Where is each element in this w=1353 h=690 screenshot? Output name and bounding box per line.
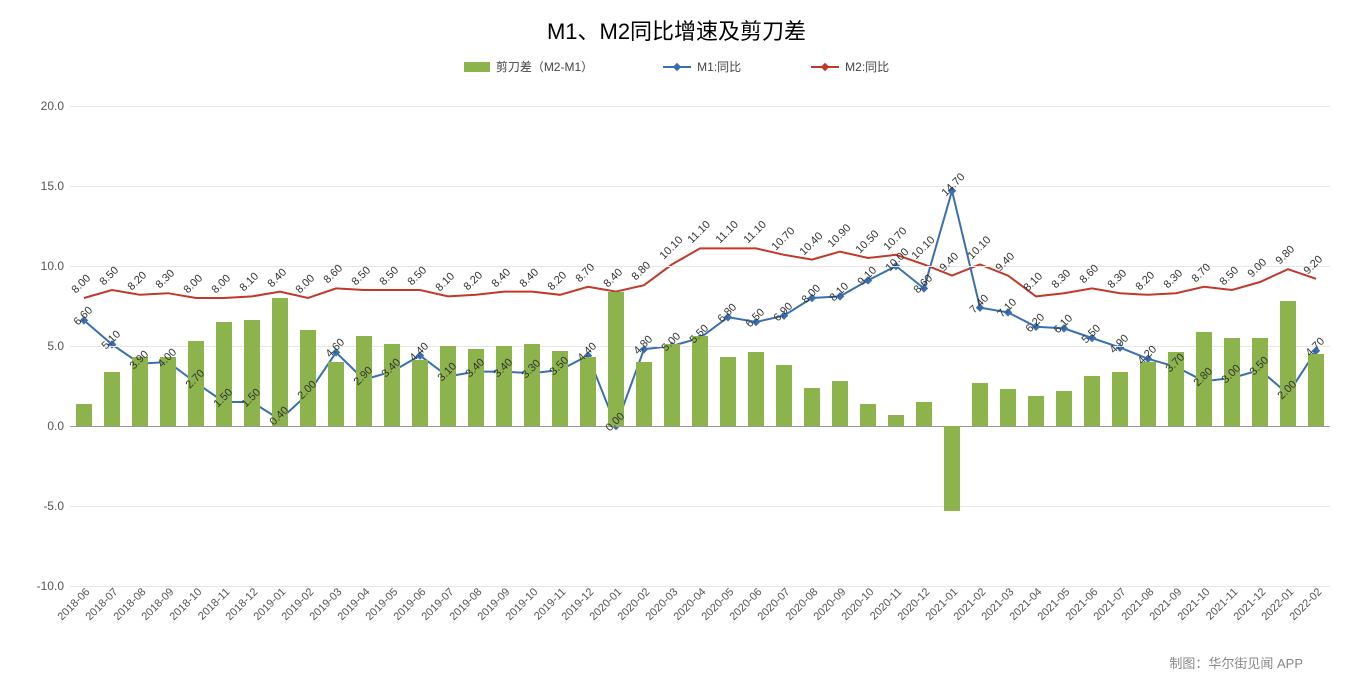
legend-label-bar: 剪刀差（M2-M1） — [496, 58, 593, 75]
bar — [1140, 362, 1155, 426]
legend-swatch-bar-icon — [464, 62, 490, 72]
legend-item-m2: M2:同比 — [811, 58, 889, 75]
bar — [916, 402, 931, 426]
legend-item-bar: 剪刀差（M2-M1） — [464, 58, 593, 75]
bar — [216, 322, 231, 426]
legend-swatch-m2-icon — [811, 66, 839, 68]
bar — [748, 352, 763, 426]
bar — [1028, 396, 1043, 426]
gridline — [70, 426, 1330, 427]
ytick-label: 20.0 — [41, 99, 64, 113]
bar — [76, 404, 91, 426]
bar — [580, 357, 595, 426]
legend: 剪刀差（M2-M1） M1:同比 M2:同比 — [0, 58, 1353, 75]
bar — [1280, 301, 1295, 426]
gridline — [70, 106, 1330, 107]
ytick-label: 15.0 — [41, 179, 64, 193]
bar — [104, 372, 119, 426]
credit-text: 制图：华尔街见闻 APP — [1169, 653, 1303, 672]
bar — [1000, 389, 1015, 426]
bar — [832, 381, 847, 426]
bar — [1084, 376, 1099, 426]
chart-title: M1、M2同比增速及剪刀差 — [0, 14, 1353, 46]
ytick-label: -10.0 — [37, 579, 64, 593]
gridline — [70, 506, 1330, 507]
bar — [608, 292, 623, 426]
bar — [384, 344, 399, 426]
bar — [244, 320, 259, 426]
line-series — [84, 248, 1316, 298]
ytick-label: 0.0 — [47, 419, 64, 433]
ytick-label: 5.0 — [47, 339, 64, 353]
bar — [328, 362, 343, 426]
chart-container: M1、M2同比增速及剪刀差 剪刀差（M2-M1） M1:同比 M2:同比 -10… — [0, 0, 1353, 690]
bar — [944, 426, 959, 511]
bar — [804, 388, 819, 426]
bar — [524, 344, 539, 426]
bar — [972, 383, 987, 426]
bar — [1112, 372, 1127, 426]
ytick-label: -5.0 — [43, 499, 64, 513]
bar — [888, 415, 903, 426]
bar — [692, 336, 707, 426]
bar — [720, 357, 735, 426]
bar — [776, 365, 791, 426]
bar — [1308, 354, 1323, 426]
ytick-label: 10.0 — [41, 259, 64, 273]
bar — [1056, 391, 1071, 426]
bar — [664, 344, 679, 426]
gridline — [70, 266, 1330, 267]
legend-item-m1: M1:同比 — [663, 58, 741, 75]
bar — [636, 362, 651, 426]
bar — [412, 360, 427, 426]
legend-label-m1: M1:同比 — [697, 58, 741, 75]
legend-label-m2: M2:同比 — [845, 58, 889, 75]
bar — [1252, 338, 1267, 426]
bar — [440, 346, 455, 426]
plot-area: -10.0-5.00.05.010.015.020.02018-062018-0… — [70, 106, 1330, 586]
legend-swatch-m1-icon — [663, 66, 691, 68]
bar — [860, 404, 875, 426]
bar — [300, 330, 315, 426]
gridline — [70, 186, 1330, 187]
